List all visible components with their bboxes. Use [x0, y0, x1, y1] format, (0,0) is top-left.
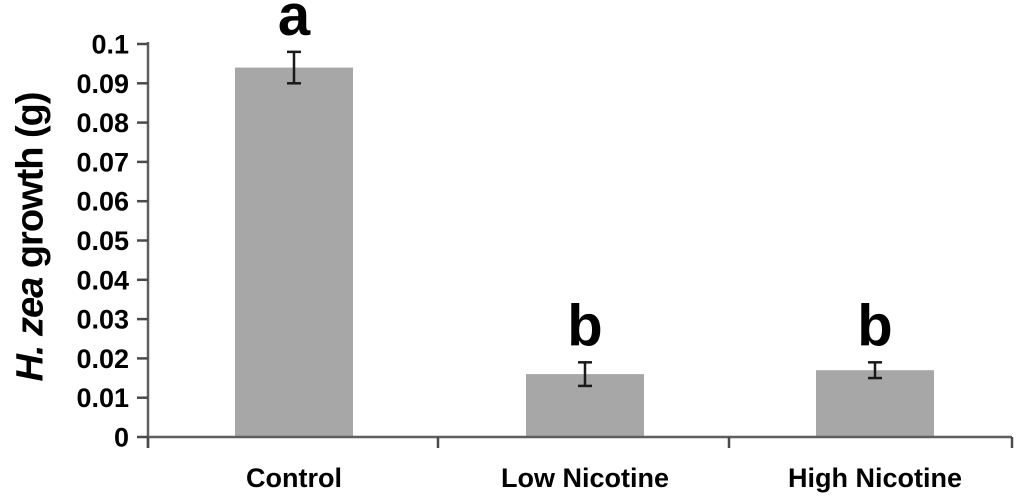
x-category-label: High Nicotine: [788, 463, 962, 493]
y-tick-label: 0.1: [91, 30, 129, 60]
significance-letter: b: [567, 293, 602, 358]
y-tick-label: 0.03: [76, 305, 129, 335]
y-tick-label: 0.01: [76, 383, 129, 413]
bar-control: [235, 67, 353, 437]
y-tick-label: 0.04: [76, 265, 129, 295]
x-category-label: Control: [246, 463, 342, 493]
y-tick-label: 0.02: [76, 344, 129, 374]
y-axis-title: H. zea growth (g): [10, 92, 53, 381]
y-tick-label: 0.08: [76, 108, 129, 138]
bar-high-nicotine: [816, 370, 934, 437]
significance-letter: b: [857, 293, 892, 358]
significance-letter: a: [278, 0, 311, 48]
y-tick-label: 0: [114, 423, 129, 453]
y-tick-label: 0.07: [76, 147, 129, 177]
y-tick-label: 0.05: [76, 226, 129, 256]
y-axis-title-species: H. zea: [9, 277, 52, 382]
y-axis-title-rest: growth (g): [9, 92, 52, 278]
x-category-label: Low Nicotine: [501, 463, 669, 493]
y-tick-label: 0.09: [76, 69, 129, 99]
y-tick-label: 0.06: [76, 187, 129, 217]
